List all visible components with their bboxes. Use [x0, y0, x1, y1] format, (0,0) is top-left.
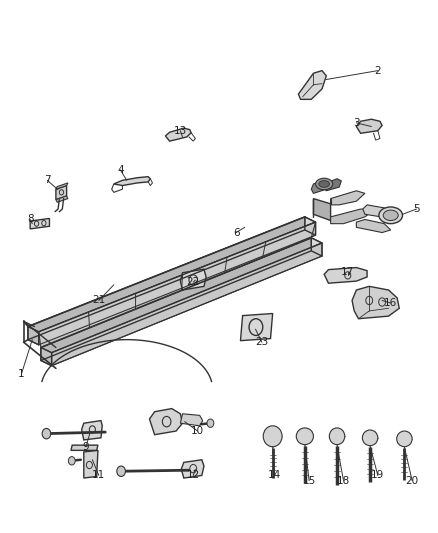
- Polygon shape: [314, 199, 331, 221]
- Polygon shape: [114, 176, 150, 185]
- Circle shape: [68, 457, 75, 465]
- Polygon shape: [56, 183, 68, 189]
- Text: 17: 17: [341, 266, 354, 277]
- Ellipse shape: [379, 207, 403, 224]
- Polygon shape: [39, 222, 315, 345]
- Ellipse shape: [263, 426, 282, 447]
- Polygon shape: [56, 185, 67, 200]
- Text: 3: 3: [353, 118, 360, 128]
- Polygon shape: [331, 209, 374, 224]
- Polygon shape: [28, 217, 305, 340]
- Polygon shape: [56, 196, 68, 202]
- Polygon shape: [30, 219, 49, 229]
- Text: 7: 7: [44, 175, 51, 185]
- Ellipse shape: [397, 431, 412, 447]
- Polygon shape: [81, 421, 102, 440]
- Ellipse shape: [319, 181, 329, 188]
- Polygon shape: [311, 180, 328, 193]
- Text: 4: 4: [117, 165, 124, 175]
- Polygon shape: [28, 217, 315, 332]
- Text: 23: 23: [255, 337, 268, 347]
- Polygon shape: [52, 243, 322, 366]
- Circle shape: [117, 466, 125, 477]
- Polygon shape: [166, 128, 191, 141]
- Circle shape: [42, 429, 51, 439]
- Text: 14: 14: [268, 471, 282, 480]
- Polygon shape: [71, 445, 98, 450]
- Polygon shape: [181, 460, 204, 478]
- Text: 13: 13: [174, 126, 187, 136]
- Ellipse shape: [329, 428, 345, 445]
- Text: 1: 1: [18, 369, 25, 378]
- Text: 10: 10: [191, 426, 204, 436]
- Polygon shape: [240, 313, 272, 341]
- Polygon shape: [363, 205, 397, 219]
- Polygon shape: [41, 238, 322, 353]
- Polygon shape: [39, 222, 315, 348]
- Polygon shape: [84, 450, 98, 478]
- Polygon shape: [149, 409, 183, 435]
- Polygon shape: [324, 179, 341, 191]
- Ellipse shape: [296, 428, 314, 445]
- Polygon shape: [180, 414, 203, 426]
- Text: 15: 15: [303, 475, 316, 486]
- Polygon shape: [298, 71, 326, 99]
- Polygon shape: [357, 220, 391, 232]
- Polygon shape: [28, 327, 39, 345]
- Text: 5: 5: [413, 204, 420, 214]
- Polygon shape: [357, 119, 382, 133]
- Text: 12: 12: [187, 471, 200, 480]
- Polygon shape: [352, 286, 399, 319]
- Ellipse shape: [362, 430, 378, 446]
- Text: 16: 16: [384, 298, 397, 308]
- Text: 9: 9: [83, 442, 89, 451]
- Text: 18: 18: [337, 475, 350, 486]
- Polygon shape: [41, 238, 311, 360]
- Text: 8: 8: [27, 214, 33, 224]
- Text: 20: 20: [406, 475, 419, 486]
- Text: 2: 2: [374, 66, 381, 76]
- Ellipse shape: [315, 178, 333, 190]
- Ellipse shape: [383, 210, 398, 221]
- Text: 21: 21: [92, 295, 106, 305]
- Text: 19: 19: [371, 471, 385, 480]
- Polygon shape: [180, 269, 206, 290]
- Polygon shape: [41, 348, 52, 366]
- Polygon shape: [331, 191, 365, 205]
- Text: 6: 6: [233, 228, 240, 238]
- Text: 11: 11: [92, 471, 106, 480]
- Polygon shape: [324, 268, 367, 283]
- Circle shape: [207, 419, 214, 427]
- Text: 22: 22: [187, 277, 200, 287]
